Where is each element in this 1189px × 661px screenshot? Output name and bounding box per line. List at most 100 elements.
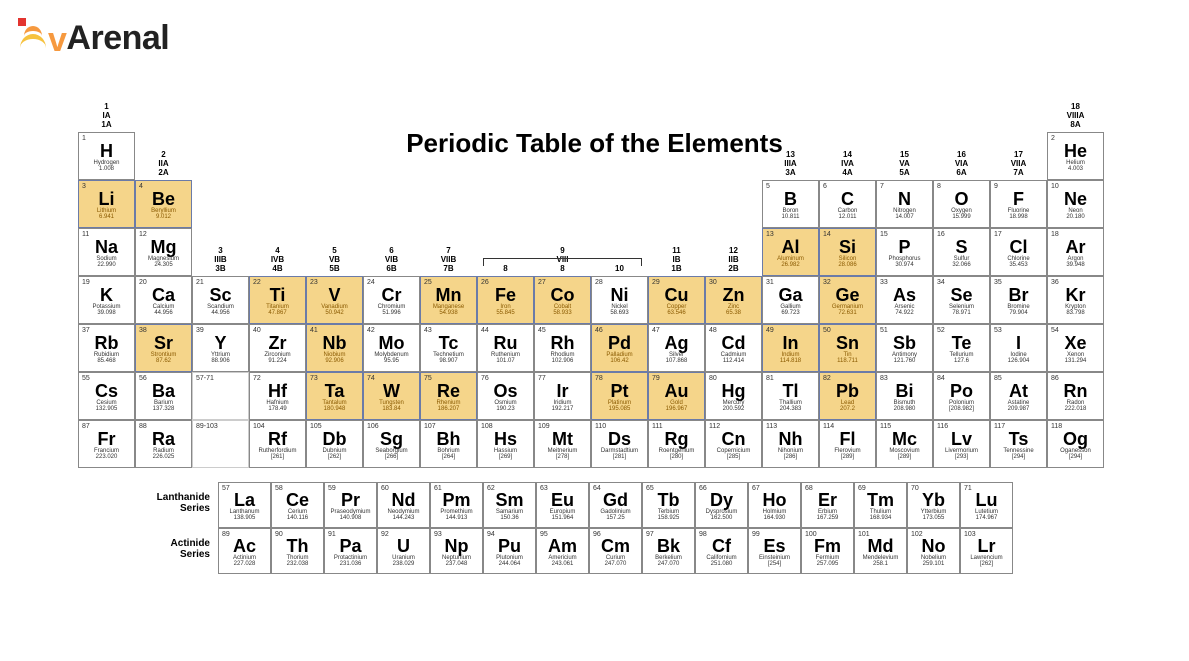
group-header-10: 10 bbox=[591, 265, 648, 274]
element-Tm: 69TmThulium168.934 bbox=[854, 482, 907, 528]
element-: 89-103 bbox=[192, 420, 249, 468]
element-Fl: 114FlFlerovium[289] bbox=[819, 420, 876, 468]
group-header-12: 12IIB2B bbox=[705, 247, 762, 273]
group-header-4: 4IVB4B bbox=[249, 247, 306, 273]
element-Ac: 89AcActinium227.028 bbox=[218, 528, 271, 574]
element-Rb: 37RbRubidium85.468 bbox=[78, 324, 135, 372]
element-Br: 35BrBromine79.904 bbox=[990, 276, 1047, 324]
element-Hg: 80HgMercury200.592 bbox=[705, 372, 762, 420]
group-header-7: 7VIIB7B bbox=[420, 247, 477, 273]
element-Li: 3LiLithium6.941 bbox=[78, 180, 135, 228]
element-Nd: 60NdNeodymium144.243 bbox=[377, 482, 430, 528]
element-Na: 11NaSodium22.990 bbox=[78, 228, 135, 276]
brand-name: vArenal bbox=[48, 19, 169, 58]
element-Ag: 47AgSilver107.868 bbox=[648, 324, 705, 372]
group-header-5: 5VB5B bbox=[306, 247, 363, 273]
element-As: 33AsArsenic74.922 bbox=[876, 276, 933, 324]
element-Ga: 31GaGallium69.723 bbox=[762, 276, 819, 324]
element-Cl: 17ClChlorine35.453 bbox=[990, 228, 1047, 276]
element-Hf: 72HfHafnium178.49 bbox=[249, 372, 306, 420]
group-viii-bracket bbox=[483, 258, 642, 266]
element-Xe: 54XeXenon131.294 bbox=[1047, 324, 1104, 372]
element-Kr: 36KrKrypton83.798 bbox=[1047, 276, 1104, 324]
element-: 57-71 bbox=[192, 372, 249, 420]
element-Nb: 41NbNiobium92.906 bbox=[306, 324, 363, 372]
brand-logo: vArenal bbox=[18, 18, 169, 58]
element-Au: 79AuGold196.967 bbox=[648, 372, 705, 420]
element-Pa: 91PaProtactinium231.036 bbox=[324, 528, 377, 574]
element-Cm: 96CmCurium247.070 bbox=[589, 528, 642, 574]
element-Ta: 73TaTantalum180.948 bbox=[306, 372, 363, 420]
element-Sr: 38SrStrontium87.62 bbox=[135, 324, 192, 372]
element-Am: 95AmAmericium243.061 bbox=[536, 528, 589, 574]
element-Rn: 86RnRadon222.018 bbox=[1047, 372, 1104, 420]
element-Ir: 77IrIridium192.217 bbox=[534, 372, 591, 420]
element-Es: 99EsEinsteinium[254] bbox=[748, 528, 801, 574]
element-Ra: 88RaRadium226.025 bbox=[135, 420, 192, 468]
lanthanide-series-label: LanthanideSeries bbox=[138, 492, 210, 514]
element-Gd: 64GdGadolinium157.25 bbox=[589, 482, 642, 528]
element-Sc: 21ScScandium44.956 bbox=[192, 276, 249, 324]
element-Ru: 44RuRuthenium101.07 bbox=[477, 324, 534, 372]
element-Bi: 83BiBismuth208.980 bbox=[876, 372, 933, 420]
element-Mt: 109MtMeitnerium[278] bbox=[534, 420, 591, 468]
element-P: 15PPhosphorus30.974 bbox=[876, 228, 933, 276]
element-Yb: 70YbYtterbium173.055 bbox=[907, 482, 960, 528]
element-Rf: 104RfRutherfordium[261] bbox=[249, 420, 306, 468]
actinide-series-label: ActinideSeries bbox=[138, 538, 210, 560]
group-header-18: 18VIIIA8A bbox=[1047, 103, 1104, 129]
element-Ba: 56BaBarium137.328 bbox=[135, 372, 192, 420]
element-Cn: 112CnCopernicium[285] bbox=[705, 420, 762, 468]
element-Re: 75ReRhenium186.207 bbox=[420, 372, 477, 420]
element-Ca: 20CaCalcium44.956 bbox=[135, 276, 192, 324]
element-S: 16SSulfur32.066 bbox=[933, 228, 990, 276]
group-header-15: 15VA5A bbox=[876, 151, 933, 177]
element-Pr: 59PrPraseodymium140.908 bbox=[324, 482, 377, 528]
element-Bh: 107BhBohrium[264] bbox=[420, 420, 477, 468]
group-header-14: 14IVA4A bbox=[819, 151, 876, 177]
element-Og: 118OgOganesson[294] bbox=[1047, 420, 1104, 468]
element-Mg: 12MgMagnesium24.305 bbox=[135, 228, 192, 276]
group-header-17: 17VIIA7A bbox=[990, 151, 1047, 177]
element-Sn: 50SnTin118.711 bbox=[819, 324, 876, 372]
element-Zn: 30ZnZinc65.38 bbox=[705, 276, 762, 324]
group-header-8: 8 bbox=[477, 265, 534, 274]
element-La: 57LaLanthanum138.905 bbox=[218, 482, 271, 528]
element-Pt: 78PtPlatinum195.085 bbox=[591, 372, 648, 420]
element-Md: 101MdMendelevium258.1 bbox=[854, 528, 907, 574]
element-Fr: 87FrFrancium223.020 bbox=[78, 420, 135, 468]
element-Er: 68ErErbium167.259 bbox=[801, 482, 854, 528]
element-Mo: 42MoMolybdenum95.95 bbox=[363, 324, 420, 372]
element-No: 102NoNobelium259.101 bbox=[907, 528, 960, 574]
element-Lv: 116LvLivermorium[293] bbox=[933, 420, 990, 468]
element-Pm: 61PmPromethium144.913 bbox=[430, 482, 483, 528]
element-Pd: 46PdPalladium106.42 bbox=[591, 324, 648, 372]
element-Cs: 55CsCesium132.905 bbox=[78, 372, 135, 420]
element-Ar: 18ArArgon39.948 bbox=[1047, 228, 1104, 276]
element-C: 6CCarbon12.011 bbox=[819, 180, 876, 228]
group-header-16: 16VIA6A bbox=[933, 151, 990, 177]
element-Mn: 25MnManganese54.938 bbox=[420, 276, 477, 324]
element-In: 49InIndium114.818 bbox=[762, 324, 819, 372]
element-Hs: 108HsHassium[269] bbox=[477, 420, 534, 468]
element-Co: 27CoCobalt58.933 bbox=[534, 276, 591, 324]
element-Lr: 103LrLawrencium[262] bbox=[960, 528, 1013, 574]
element-Ti: 22TiTitanium47.867 bbox=[249, 276, 306, 324]
brand-logo-mark bbox=[18, 18, 48, 58]
element-I: 53IIodine126.904 bbox=[990, 324, 1047, 372]
element-Pb: 82PbLead207.2 bbox=[819, 372, 876, 420]
element-Os: 76OsOsmium190.23 bbox=[477, 372, 534, 420]
element-Sm: 62SmSamarium150.36 bbox=[483, 482, 536, 528]
element-K: 19KPotassium39.098 bbox=[78, 276, 135, 324]
element-Nh: 113NhNihonium[286] bbox=[762, 420, 819, 468]
element-Sg: 106SgSeaborgium[266] bbox=[363, 420, 420, 468]
element-Rg: 111RgRoentgenium[280] bbox=[648, 420, 705, 468]
group-header-6: 6VIB6B bbox=[363, 247, 420, 273]
element-Ts: 117TsTennessine[294] bbox=[990, 420, 1047, 468]
element-Mc: 115McMoscovium[289] bbox=[876, 420, 933, 468]
group-header-3: 3IIIB3B bbox=[192, 247, 249, 273]
element-Ce: 58CeCerium140.116 bbox=[271, 482, 324, 528]
element-Pu: 94PuPlutonium244.064 bbox=[483, 528, 536, 574]
element-Ds: 110DsDarmstadtium[281] bbox=[591, 420, 648, 468]
element-Ni: 28NiNickel58.693 bbox=[591, 276, 648, 324]
